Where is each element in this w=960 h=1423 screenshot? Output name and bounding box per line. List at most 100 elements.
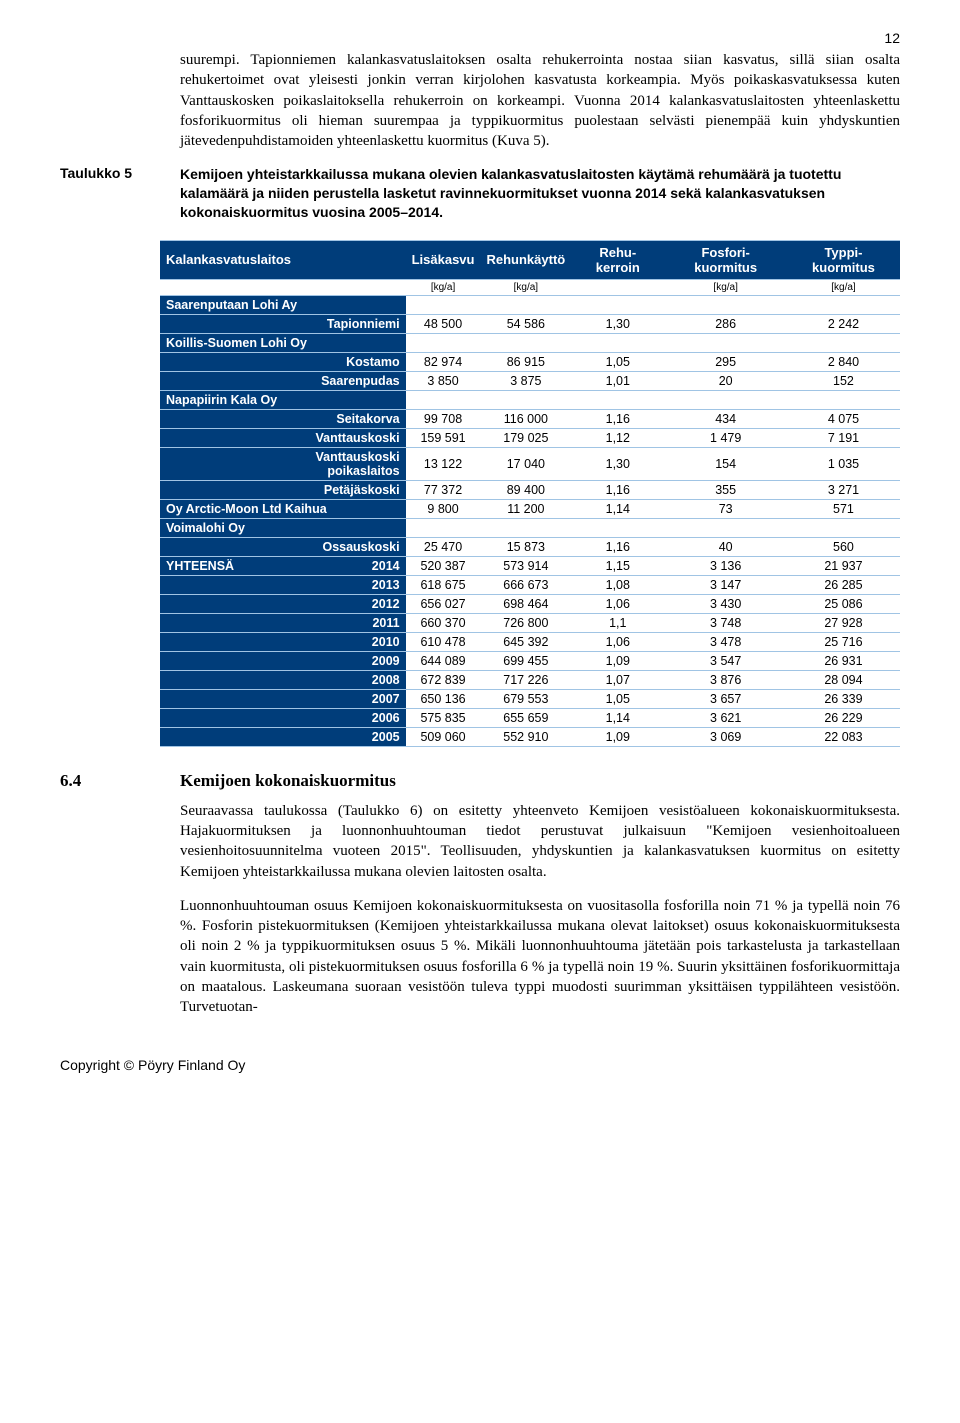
- table-row: Petäjäskoski77 37289 4001,163553 271: [160, 480, 900, 499]
- data-cell: 1,06: [571, 594, 664, 613]
- data-cell: 571: [787, 499, 900, 518]
- data-cell: 26 285: [787, 575, 900, 594]
- data-cell: 3 478: [664, 632, 787, 651]
- data-cell: 154: [664, 447, 787, 480]
- data-cell: 520 387: [406, 556, 481, 575]
- year-label: 2011: [240, 613, 406, 632]
- unit-row: [kg/a][kg/a][kg/a][kg/a]: [160, 279, 900, 295]
- data-cell: 698 464: [480, 594, 571, 613]
- data-cell: 17 040: [480, 447, 571, 480]
- data-cell: 1,30: [571, 314, 664, 333]
- data-cell: 3 069: [664, 727, 787, 746]
- data-cell: 179 025: [480, 428, 571, 447]
- data-cell: 1,01: [571, 371, 664, 390]
- data-cell: 3 875: [480, 371, 571, 390]
- header-row: Kalankasvatuslaitos Lisäkasvu Rehunkäytt…: [160, 240, 900, 279]
- data-cell: 3 430: [664, 594, 787, 613]
- data-cell: 26 931: [787, 651, 900, 670]
- data-cell: 1,16: [571, 480, 664, 499]
- data-cell: 1,14: [571, 708, 664, 727]
- data-cell: 717 226: [480, 670, 571, 689]
- unit-cell: [kg/a]: [664, 279, 787, 295]
- table-row: Voimalohi Oy: [160, 518, 900, 537]
- group-label: Koillis-Suomen Lohi Oy: [160, 333, 406, 352]
- col-header: Rehu- kerroin: [571, 240, 664, 279]
- data-cell: 99 708: [406, 409, 481, 428]
- data-cell: 644 089: [406, 651, 481, 670]
- data-cell: 666 673: [480, 575, 571, 594]
- data-cell: 1 479: [664, 428, 787, 447]
- section-number: 6.4: [60, 771, 180, 791]
- data-cell: 1,08: [571, 575, 664, 594]
- col-header: Fosfori- kuormitus: [664, 240, 787, 279]
- data-cell: 25 086: [787, 594, 900, 613]
- data-cell: 1,16: [571, 409, 664, 428]
- data-cell: 2 840: [787, 352, 900, 371]
- year-label: 2010: [240, 632, 406, 651]
- data-cell: 1 035: [787, 447, 900, 480]
- data-cell: 1,09: [571, 727, 664, 746]
- group-label: Saarenputaan Lohi Ay: [160, 295, 406, 314]
- table-row: Seitakorva99 708116 0001,164344 075: [160, 409, 900, 428]
- year-label: 2007: [240, 689, 406, 708]
- data-cell: 645 392: [480, 632, 571, 651]
- data-cell: 1,16: [571, 537, 664, 556]
- data-cell: 22 083: [787, 727, 900, 746]
- data-cell: 573 914: [480, 556, 571, 575]
- unit-cell: [kg/a]: [787, 279, 900, 295]
- table-row: Napapiirin Kala Oy: [160, 390, 900, 409]
- data-cell: 3 271: [787, 480, 900, 499]
- year-label: 2013: [240, 575, 406, 594]
- data-cell: 4 075: [787, 409, 900, 428]
- data-cell: 610 478: [406, 632, 481, 651]
- data-cell: 11 200: [480, 499, 571, 518]
- year-label: 2009: [240, 651, 406, 670]
- data-cell: 650 136: [406, 689, 481, 708]
- data-table: Kalankasvatuslaitos Lisäkasvu Rehunkäytt…: [160, 240, 900, 747]
- data-cell: 89 400: [480, 480, 571, 499]
- table-row: Oy Arctic-Moon Ltd Kaihua9 80011 2001,14…: [160, 499, 900, 518]
- data-cell: 656 027: [406, 594, 481, 613]
- table-caption-row: Taulukko 5 Kemijoen yhteistarkkailussa m…: [60, 165, 900, 222]
- unit-cell: [kg/a]: [480, 279, 571, 295]
- sub-label: Vanttauskoski: [240, 428, 406, 447]
- sub-label: Seitakorva: [240, 409, 406, 428]
- data-cell: 660 370: [406, 613, 481, 632]
- data-cell: 3 850: [406, 371, 481, 390]
- table-row: Saarenputaan Lohi Ay: [160, 295, 900, 314]
- table-caption: Kemijoen yhteistarkkailussa mukana olevi…: [180, 165, 900, 222]
- data-cell: 54 586: [480, 314, 571, 333]
- group-label: Voimalohi Oy: [160, 518, 406, 537]
- data-cell: 3 876: [664, 670, 787, 689]
- table-row: 2012656 027698 4641,063 43025 086: [160, 594, 900, 613]
- table-row: Saarenpudas3 8503 8751,0120152: [160, 371, 900, 390]
- year-label: 2005: [240, 727, 406, 746]
- year-label: 2006: [240, 708, 406, 727]
- col-header: Rehunkäyttö: [480, 240, 571, 279]
- table-row: Ossauskoski25 47015 8731,1640560: [160, 537, 900, 556]
- data-cell: 48 500: [406, 314, 481, 333]
- table-row: YHTEENSÄ2014520 387573 9141,153 13621 93…: [160, 556, 900, 575]
- data-cell: 3 657: [664, 689, 787, 708]
- data-cell: 21 937: [787, 556, 900, 575]
- data-cell: 672 839: [406, 670, 481, 689]
- col-header: Kalankasvatuslaitos: [160, 240, 406, 279]
- data-cell: 560: [787, 537, 900, 556]
- data-cell: 3 547: [664, 651, 787, 670]
- intro-paragraph: suurempi. Tapionniemen kalankasvatuslait…: [180, 50, 900, 151]
- table-row: 2011660 370726 8001,13 74827 928: [160, 613, 900, 632]
- group-label: Oy Arctic-Moon Ltd Kaihua: [160, 499, 406, 518]
- data-cell: 1,05: [571, 352, 664, 371]
- data-cell: 552 910: [480, 727, 571, 746]
- data-cell: 1,14: [571, 499, 664, 518]
- table-row: Koillis-Suomen Lohi Oy: [160, 333, 900, 352]
- data-cell: 116 000: [480, 409, 571, 428]
- unit-cell: [kg/a]: [406, 279, 481, 295]
- table-label: Taulukko 5: [60, 165, 180, 222]
- data-cell: 15 873: [480, 537, 571, 556]
- data-cell: 655 659: [480, 708, 571, 727]
- table-row: 2006575 835655 6591,143 62126 229: [160, 708, 900, 727]
- data-cell: 82 974: [406, 352, 481, 371]
- body-paragraph: Luonnonhuuhtouman osuus Kemijoen kokonai…: [180, 896, 900, 1018]
- data-cell: 9 800: [406, 499, 481, 518]
